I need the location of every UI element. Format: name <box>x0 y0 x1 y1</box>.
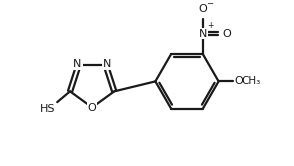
Text: N: N <box>74 59 82 69</box>
Text: O: O <box>88 103 96 113</box>
Text: +: + <box>207 21 213 30</box>
Text: O: O <box>222 29 231 39</box>
Text: N: N <box>199 29 207 39</box>
Text: −: − <box>206 0 213 8</box>
Text: HS: HS <box>40 104 55 114</box>
Text: N: N <box>103 59 111 69</box>
Text: CH₃: CH₃ <box>242 76 261 86</box>
Text: O: O <box>234 76 243 86</box>
Text: O: O <box>198 4 207 14</box>
